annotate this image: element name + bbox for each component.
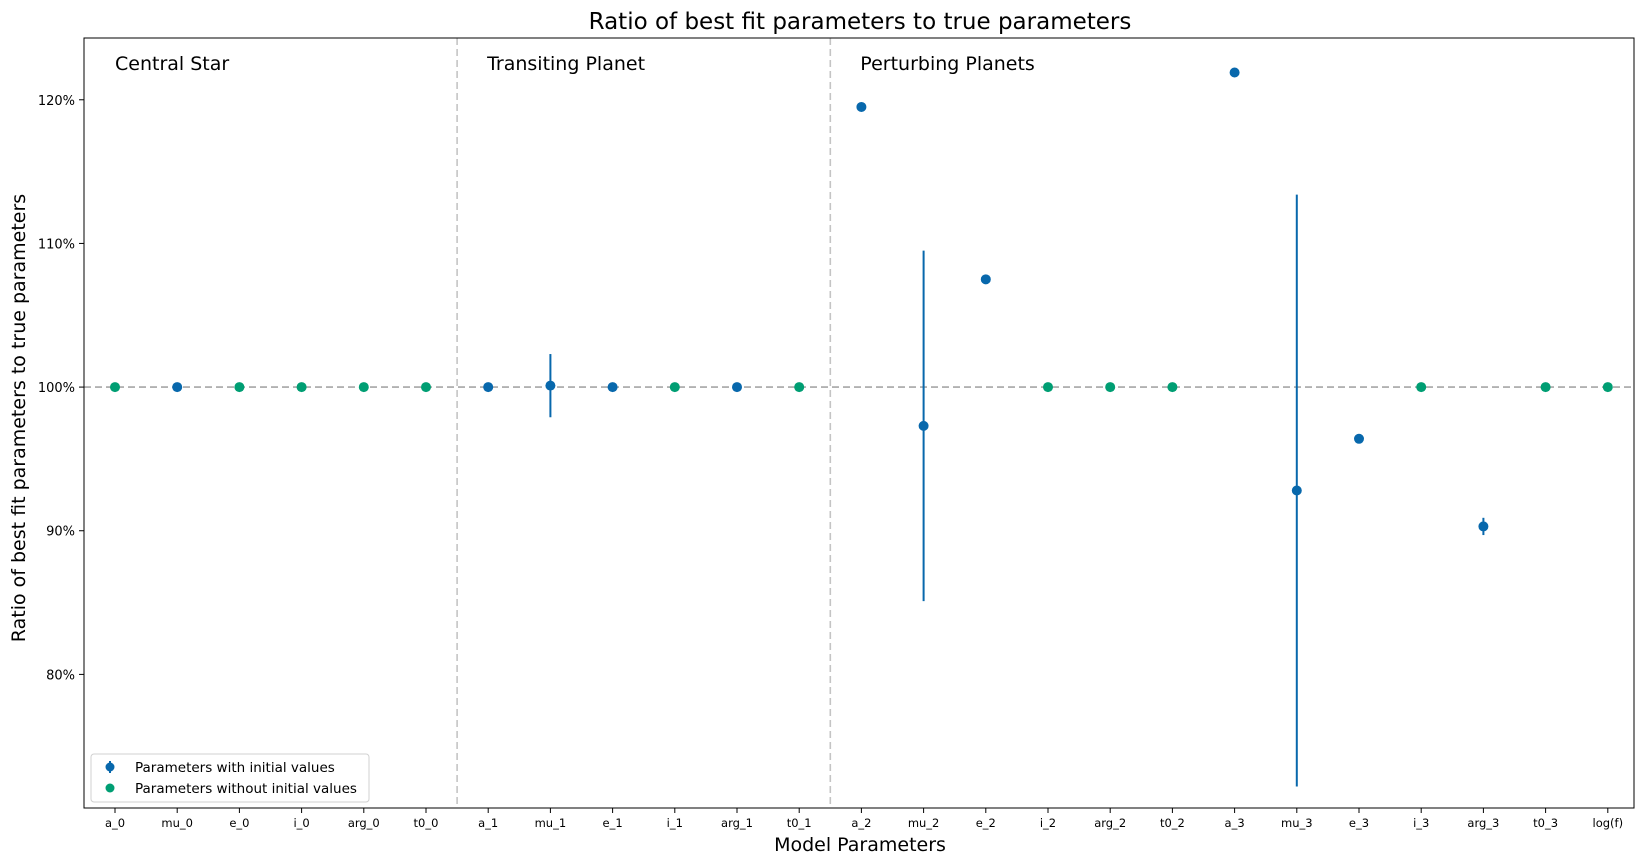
x-tick-label: i_3 [1413, 816, 1429, 830]
x-tick-label: e_0 [229, 816, 249, 830]
data-point [234, 382, 245, 393]
x-tick-label: arg_2 [1094, 816, 1126, 830]
legend: Parameters with initial values Parameters… [90, 753, 370, 803]
x-tick-label: t0_1 [787, 816, 812, 830]
data-point [172, 382, 183, 393]
x-tick-label: mu_2 [908, 816, 940, 830]
x-axis-label: Model Parameters [774, 834, 946, 856]
data-point [1354, 433, 1364, 444]
y-axis-label: Ratio of best fit parameters to true par… [8, 194, 30, 642]
x-tick-label: e_2 [976, 816, 996, 830]
legend-marker [105, 783, 115, 793]
data-point [856, 101, 867, 112]
x-tick-label: t0_0 [414, 816, 439, 830]
data-point [1043, 382, 1053, 393]
x-tick-label: e_1 [603, 816, 623, 830]
legend-box [90, 753, 370, 803]
legend-marker [105, 762, 115, 772]
data-point [296, 382, 307, 393]
x-tick-label: t0_3 [1533, 816, 1558, 830]
plot-frame [83, 37, 1635, 809]
legend-label: Parameters with initial values [135, 760, 335, 776]
data-point [732, 382, 742, 393]
y-tick-label: 80% [46, 668, 75, 683]
data-point [1540, 382, 1551, 393]
x-tick-label: a_2 [851, 816, 871, 830]
x-tick-label: i_1 [667, 816, 683, 830]
section-label: Perturbing Planets [860, 53, 1035, 75]
x-tick-label: e_3 [1349, 816, 1369, 830]
data-point [358, 382, 369, 393]
section-label: Transiting Planet [486, 53, 645, 75]
x-tick-label: arg_3 [1467, 816, 1499, 830]
legend-label: Parameters without initial values [135, 781, 357, 797]
section-label: Central Star [115, 53, 229, 75]
data-point [1291, 485, 1302, 496]
x-tick-label: mu_3 [1281, 816, 1313, 830]
x-tick-label: log(f) [1593, 816, 1624, 830]
data-point [794, 382, 805, 393]
y-tick-label: 100% [38, 381, 75, 396]
data-point [607, 382, 618, 393]
data-point [980, 274, 991, 285]
data-point [1167, 382, 1178, 393]
data-point [545, 380, 556, 391]
x-tick-label: a_0 [105, 816, 125, 830]
data-point [1478, 521, 1489, 532]
data-point [1602, 382, 1613, 393]
x-tick-label: i_2 [1040, 816, 1056, 830]
x-tick-label: i_0 [293, 816, 309, 830]
x-tick-label: arg_1 [721, 816, 753, 830]
x-tick-label: a_1 [478, 816, 498, 830]
data-point [110, 382, 120, 393]
y-tick-label: 90% [46, 525, 75, 540]
y-tick-label: 110% [38, 237, 75, 252]
data-point [421, 382, 431, 393]
data-point [918, 420, 929, 431]
data-point [1416, 382, 1427, 393]
x-tick-label: t0_2 [1160, 816, 1185, 830]
y-tick-label: 120% [38, 94, 75, 109]
plot-area: Central Star Transiting Planet Perturbing … [38, 37, 1635, 830]
x-tick-label: mu_1 [535, 816, 567, 830]
data-point [1229, 67, 1240, 78]
x-tick-label: arg_0 [348, 816, 380, 830]
x-tick-label: mu_0 [161, 816, 193, 830]
data-point [1105, 382, 1116, 393]
chart-title: Ratio of best fit parameters to true par… [589, 9, 1132, 35]
data-point [483, 382, 494, 393]
x-tick-label: a_3 [1225, 816, 1245, 830]
data-point [669, 382, 680, 393]
